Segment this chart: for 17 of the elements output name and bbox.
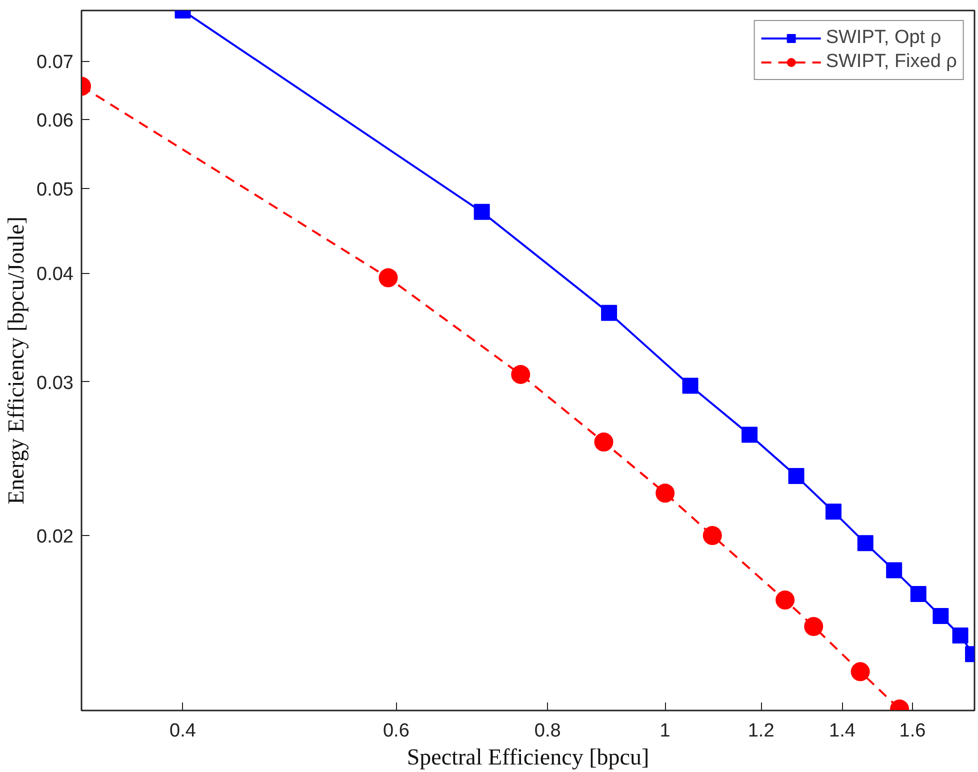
y-tick-label: 0.03 <box>36 372 74 394</box>
x-tick-label: 1 <box>660 720 670 742</box>
y-tick-label: 0.04 <box>36 264 74 286</box>
y-axis-title: Energy Efficiency [bpcu/Joule] <box>4 216 29 504</box>
x-tick-label: 0.4 <box>170 720 196 742</box>
x-tick-label: 1.6 <box>899 720 926 742</box>
y-tick-label: 0.05 <box>36 180 74 200</box>
y-tick-label: 0.02 <box>36 526 74 548</box>
legend-label: SWIPT, Fixed ρ <box>826 51 957 73</box>
x-tick-label: 1.4 <box>829 720 856 742</box>
y-tick-label: 0.06 <box>36 110 74 132</box>
x-tick-label: 0.8 <box>534 720 561 742</box>
y-tick-label: 0.07 <box>36 52 74 74</box>
legend-label: SWIPT, Opt ρ <box>826 27 942 49</box>
x-tick-label: 1.2 <box>748 720 774 742</box>
x-tick-label: 0.6 <box>382 720 410 742</box>
x-axis-title: Spectral Efficiency [bpcu] <box>406 744 650 770</box>
